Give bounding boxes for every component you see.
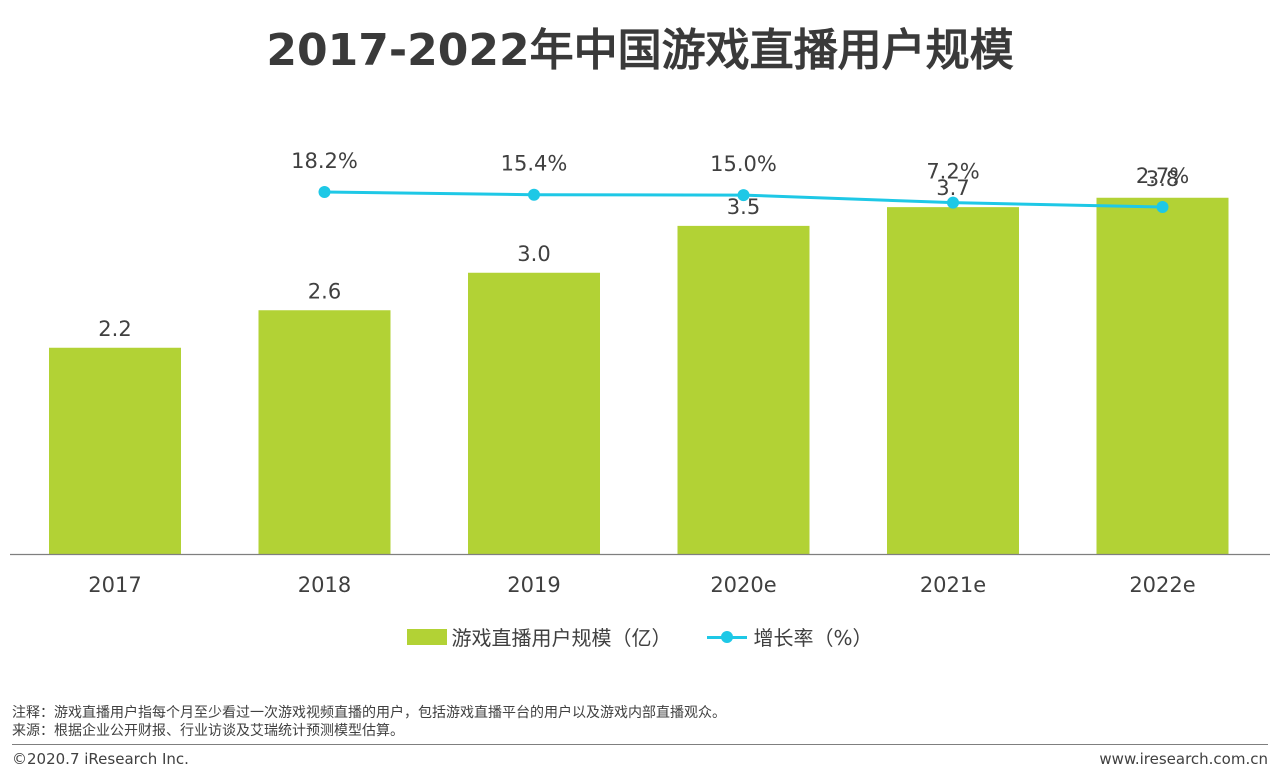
growth-point-2020e xyxy=(737,189,750,202)
bar-2021e xyxy=(887,207,1019,554)
x-tick-2018: 2018 xyxy=(298,573,351,597)
legend-item-growth: 增长率（%） xyxy=(707,622,873,651)
bar-label-2018: 2.6 xyxy=(308,279,341,303)
chart-canvas: 2.220172.620183.020193.52020e3.72021e3.8… xyxy=(10,149,1270,597)
chart-legend: 游戏直播用户规模（亿） 增长率（%） xyxy=(0,622,1280,651)
bar-2018 xyxy=(258,310,391,554)
note-text: 注释：游戏直播用户指每个月至少看过一次游戏视频直播的用户，包括游戏直播平台的用户… xyxy=(12,705,726,721)
source-text: 来源：根据企业公开财报、行业访谈及艾瑞统计预测模型估算。 xyxy=(12,723,404,739)
growth-label-2018: 18.2% xyxy=(291,149,358,173)
x-tick-2022e: 2022e xyxy=(1129,573,1195,597)
bar-label-2017: 2.2 xyxy=(98,317,131,341)
footer-copyright: ©2020.7 iResearch Inc. xyxy=(12,750,189,768)
chart-title: 2017-2022年中国游戏直播用户规模 xyxy=(266,25,1014,76)
growth-point-2021e xyxy=(947,196,959,209)
growth-point-2019 xyxy=(528,188,540,201)
x-tick-2019: 2019 xyxy=(507,573,560,597)
legend-line-swatch xyxy=(707,629,748,645)
growth-label-2019: 15.4% xyxy=(501,152,568,176)
legend-label-growth: 增长率（%） xyxy=(753,626,873,650)
footer-divider xyxy=(12,744,1268,745)
bar-2022e xyxy=(1096,197,1229,554)
growth-point-2022e xyxy=(1156,201,1169,213)
footer-website: www.iresearch.com.cn xyxy=(1099,750,1268,768)
growth-label-2020e: 15.0% xyxy=(710,152,777,176)
bar-2017 xyxy=(49,347,181,554)
x-tick-2017: 2017 xyxy=(88,573,141,597)
x-tick-2020e: 2020e xyxy=(710,573,776,597)
chart-notes: 注释：游戏直播用户指每个月至少看过一次游戏视频直播的用户，包括游戏直播平台的用户… xyxy=(12,704,726,740)
bar-label-2021e: 3.7 xyxy=(936,176,969,200)
bar-label-2022e: 3.8 xyxy=(1146,167,1179,191)
legend-item-users: 游戏直播用户规模（亿） xyxy=(407,622,671,651)
legend-label-users: 游戏直播用户规模（亿） xyxy=(451,626,672,650)
growth-label-2021e: 7.2% xyxy=(926,160,979,184)
x-tick-2021e: 2021e xyxy=(920,573,986,597)
growth-label-2022e: 2.7% xyxy=(1136,164,1189,188)
bar-label-2019: 3.0 xyxy=(517,242,550,266)
bar-2019 xyxy=(468,272,600,554)
legend-bar-swatch xyxy=(407,628,448,645)
growth-point-2018 xyxy=(318,186,331,198)
bar-2020e xyxy=(677,225,810,554)
